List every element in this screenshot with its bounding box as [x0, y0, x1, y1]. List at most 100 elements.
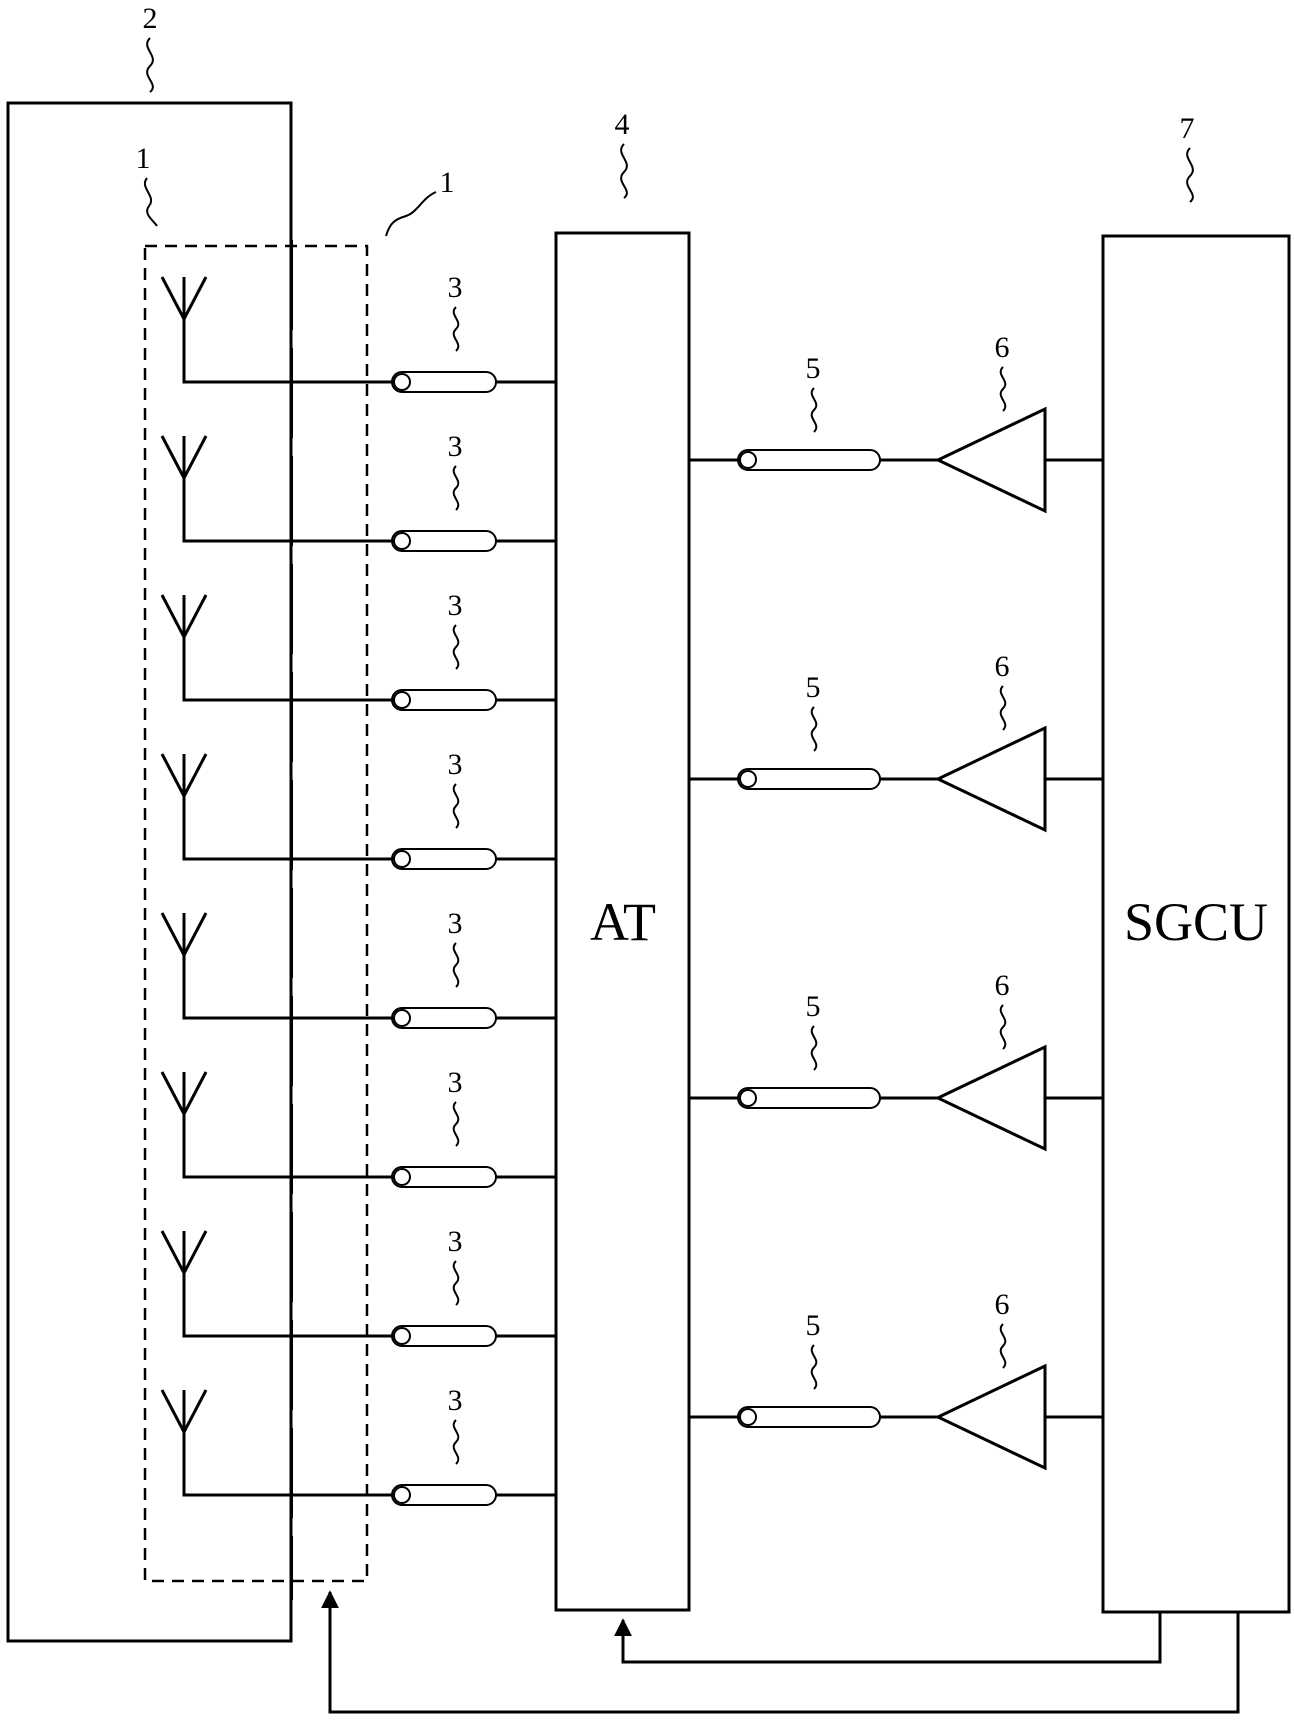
ref-label-5: 5	[806, 990, 821, 1023]
antenna-row: 3	[162, 748, 556, 869]
leader-5	[812, 1345, 817, 1389]
at-label: AT	[590, 892, 656, 952]
ref-label-6: 6	[995, 331, 1010, 364]
ref-label-4: 4	[615, 108, 630, 141]
leader-1-right	[386, 192, 436, 236]
ref-label-3: 3	[448, 271, 463, 304]
coax-cable-body	[738, 769, 880, 789]
coax-cable-5	[738, 769, 880, 789]
control-line-to-at	[623, 1612, 1160, 1662]
ref-label-3: 3	[448, 589, 463, 622]
ref-label-6: 6	[995, 650, 1010, 683]
amplifier-icon	[938, 1366, 1045, 1468]
amplifier-chain: 56	[689, 331, 1103, 511]
sgcu-label: SGCU	[1124, 892, 1268, 952]
amplifier-icon	[938, 1047, 1045, 1149]
antenna-row: 3	[162, 271, 556, 392]
coax-cable-3	[392, 1008, 496, 1028]
ref-label-2: 2	[143, 2, 158, 35]
leader-5	[812, 707, 817, 751]
antenna-icon	[162, 277, 206, 319]
coax-cable-end	[394, 1169, 410, 1185]
ref-label-6: 6	[995, 969, 1010, 1002]
antenna-feed-line	[184, 1114, 394, 1177]
antenna-row: 3	[162, 1225, 556, 1346]
leader-6	[1001, 686, 1006, 730]
coax-cable-3	[392, 1167, 496, 1187]
coax-cable-end	[394, 1487, 410, 1503]
antenna-feed-line	[184, 796, 394, 859]
ref-label-3: 3	[448, 430, 463, 463]
antenna-icon	[162, 754, 206, 796]
coax-cable-end	[740, 771, 756, 787]
coax-cable-end	[394, 851, 410, 867]
amplifier-chain: 56	[689, 1288, 1103, 1468]
coax-cable-3	[392, 849, 496, 869]
leader-7	[1187, 148, 1193, 202]
coax-cable-end	[394, 374, 410, 390]
antenna-feed-line	[184, 319, 394, 382]
amplifier-icon	[938, 409, 1045, 511]
leader-3	[454, 1102, 459, 1146]
ref-label-3: 3	[448, 748, 463, 781]
antenna-rows: 3 3 3 3 3 3 3 3	[162, 271, 556, 1505]
ref-label-3: 3	[448, 1066, 463, 1099]
coax-cable-end	[394, 692, 410, 708]
ref-label-3: 3	[448, 1225, 463, 1258]
coax-cable-end	[394, 533, 410, 549]
antenna-group-boundary	[145, 246, 367, 1581]
antenna-feed-line	[184, 1432, 394, 1495]
coax-cable-body	[738, 1407, 880, 1427]
leader-3	[454, 625, 459, 669]
ref-label-1-right: 1	[440, 166, 455, 199]
antenna-row: 3	[162, 907, 556, 1028]
coax-cable-body	[738, 450, 880, 470]
leader-1-left	[145, 178, 157, 226]
leader-3	[454, 466, 459, 510]
leader-3	[454, 784, 459, 828]
leader-3	[454, 307, 459, 351]
antenna-icon	[162, 1231, 206, 1273]
coax-cable-end	[740, 452, 756, 468]
ref-label-5: 5	[806, 671, 821, 704]
antenna-row: 3	[162, 1066, 556, 1187]
leader-3	[454, 943, 459, 987]
ref-label-3: 3	[448, 1384, 463, 1417]
antenna-row: 3	[162, 1384, 556, 1505]
antenna-icon	[162, 436, 206, 478]
leader-6	[1001, 1324, 1006, 1368]
antenna-icon	[162, 595, 206, 637]
ref-label-5: 5	[806, 352, 821, 385]
amplifier-icon	[938, 728, 1045, 830]
amplifier-chains: 56565656	[689, 331, 1103, 1468]
ref-label-7: 7	[1180, 112, 1195, 145]
leader-3	[454, 1261, 459, 1305]
leader-2	[147, 38, 153, 92]
coax-cable-3	[392, 372, 496, 392]
coax-cable-5	[738, 450, 880, 470]
ref-label-6: 6	[995, 1288, 1010, 1321]
coax-cable-end	[740, 1090, 756, 1106]
antenna-feed-line	[184, 637, 394, 700]
amplifier-chain: 56	[689, 969, 1103, 1149]
antenna-feed-line	[184, 1273, 394, 1336]
ref-label-3: 3	[448, 907, 463, 940]
leader-5	[812, 388, 817, 432]
coax-cable-3	[392, 690, 496, 710]
coax-cable-3	[392, 1485, 496, 1505]
leader-4	[621, 144, 627, 198]
antenna-icon	[162, 913, 206, 955]
antenna-icon	[162, 1390, 206, 1432]
coax-cable-end	[740, 1409, 756, 1425]
antenna-row: 3	[162, 430, 556, 551]
enclosure-box	[8, 103, 291, 1641]
ref-label-5: 5	[806, 1309, 821, 1342]
coax-cable-5	[738, 1407, 880, 1427]
leader-6	[1001, 367, 1006, 411]
coax-cable-5	[738, 1088, 880, 1108]
leader-3	[454, 1420, 459, 1464]
antenna-row: 3	[162, 589, 556, 710]
coax-cable-body	[738, 1088, 880, 1108]
antenna-feed-line	[184, 478, 394, 541]
